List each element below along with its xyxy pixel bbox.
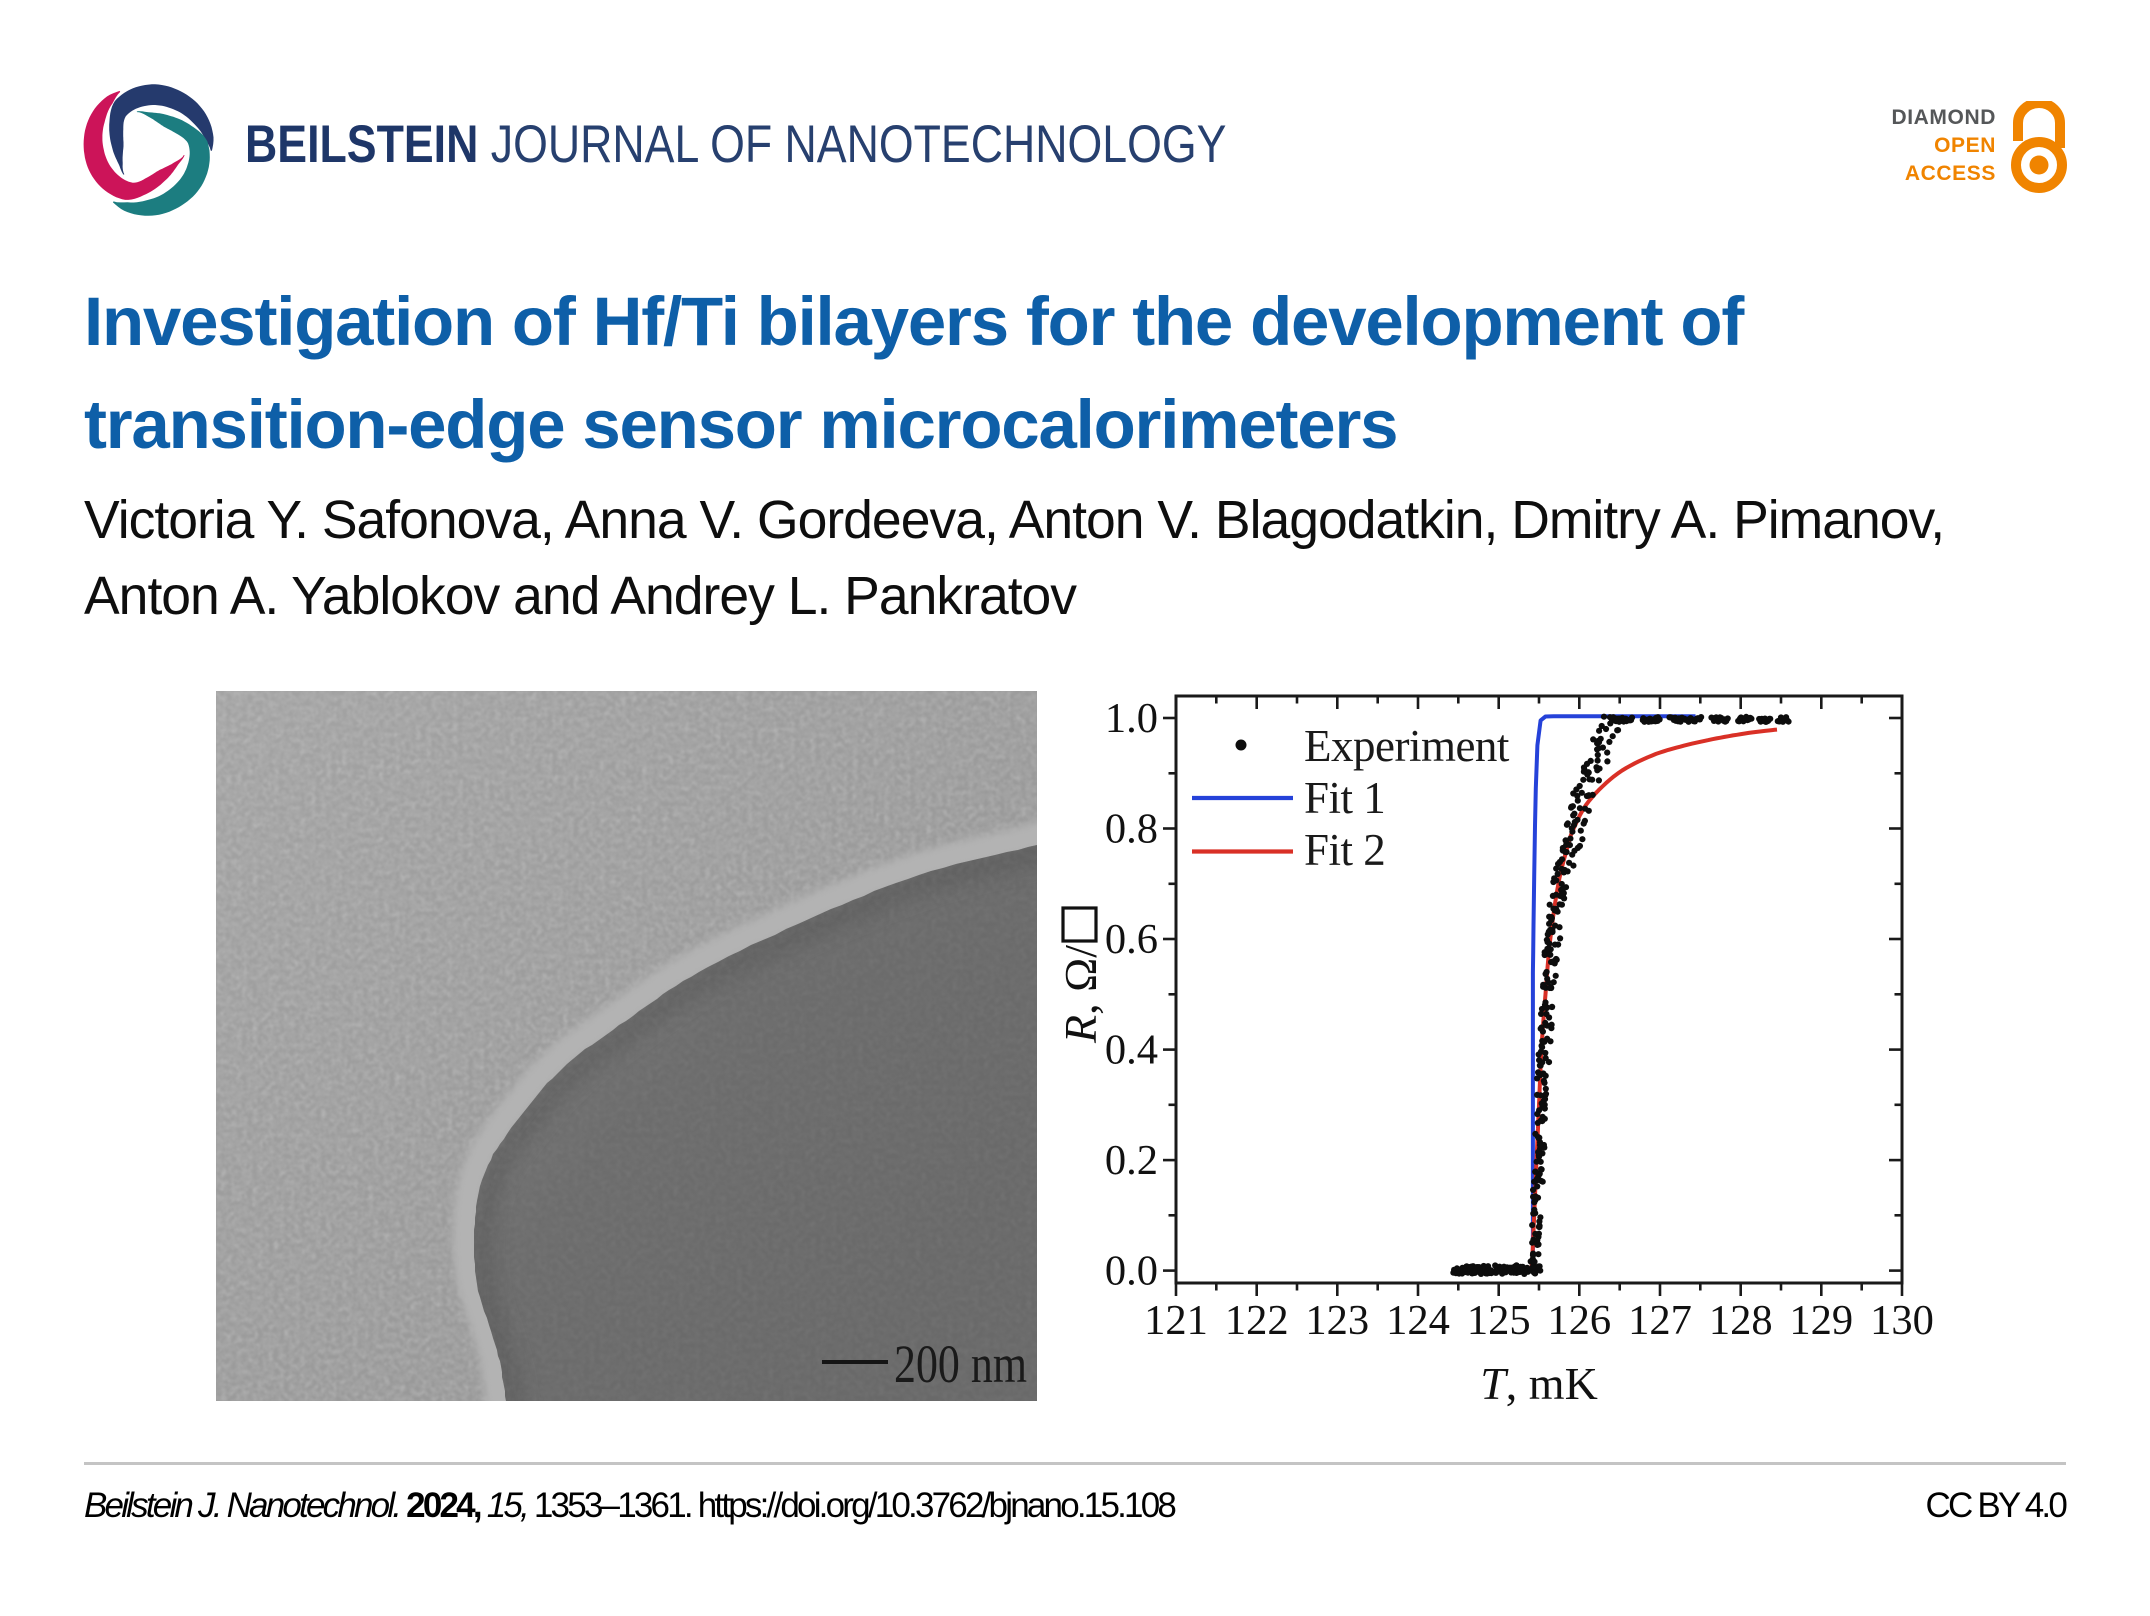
- svg-text:0.6: 0.6: [1105, 916, 1158, 963]
- svg-text:122: 122: [1225, 1297, 1289, 1344]
- svg-text:0.8: 0.8: [1105, 806, 1158, 853]
- svg-text:128: 128: [1709, 1297, 1773, 1344]
- svg-text:Experiment: Experiment: [1304, 721, 1510, 771]
- svg-text:129: 129: [1789, 1297, 1853, 1344]
- svg-text:126: 126: [1547, 1297, 1611, 1344]
- svg-text:121: 121: [1144, 1297, 1208, 1344]
- svg-text:124: 124: [1386, 1297, 1450, 1344]
- svg-text:Fit 2: Fit 2: [1304, 825, 1385, 875]
- svg-text:R, Ω/: R, Ω/: [1055, 945, 1106, 1044]
- svg-text:Fit 1: Fit 1: [1304, 773, 1385, 823]
- svg-text:0.0: 0.0: [1105, 1248, 1158, 1295]
- svg-text:1.0: 1.0: [1105, 695, 1158, 742]
- svg-text:125: 125: [1467, 1297, 1531, 1344]
- svg-text:123: 123: [1305, 1297, 1369, 1344]
- svg-text:0.2: 0.2: [1105, 1137, 1158, 1184]
- svg-text:0.4: 0.4: [1105, 1027, 1158, 1074]
- svg-text:130: 130: [1870, 1297, 1934, 1344]
- svg-text:200 nm: 200 nm: [894, 1334, 1027, 1394]
- svg-text:127: 127: [1628, 1297, 1692, 1344]
- svg-text:T, mK: T, mK: [1480, 1358, 1598, 1409]
